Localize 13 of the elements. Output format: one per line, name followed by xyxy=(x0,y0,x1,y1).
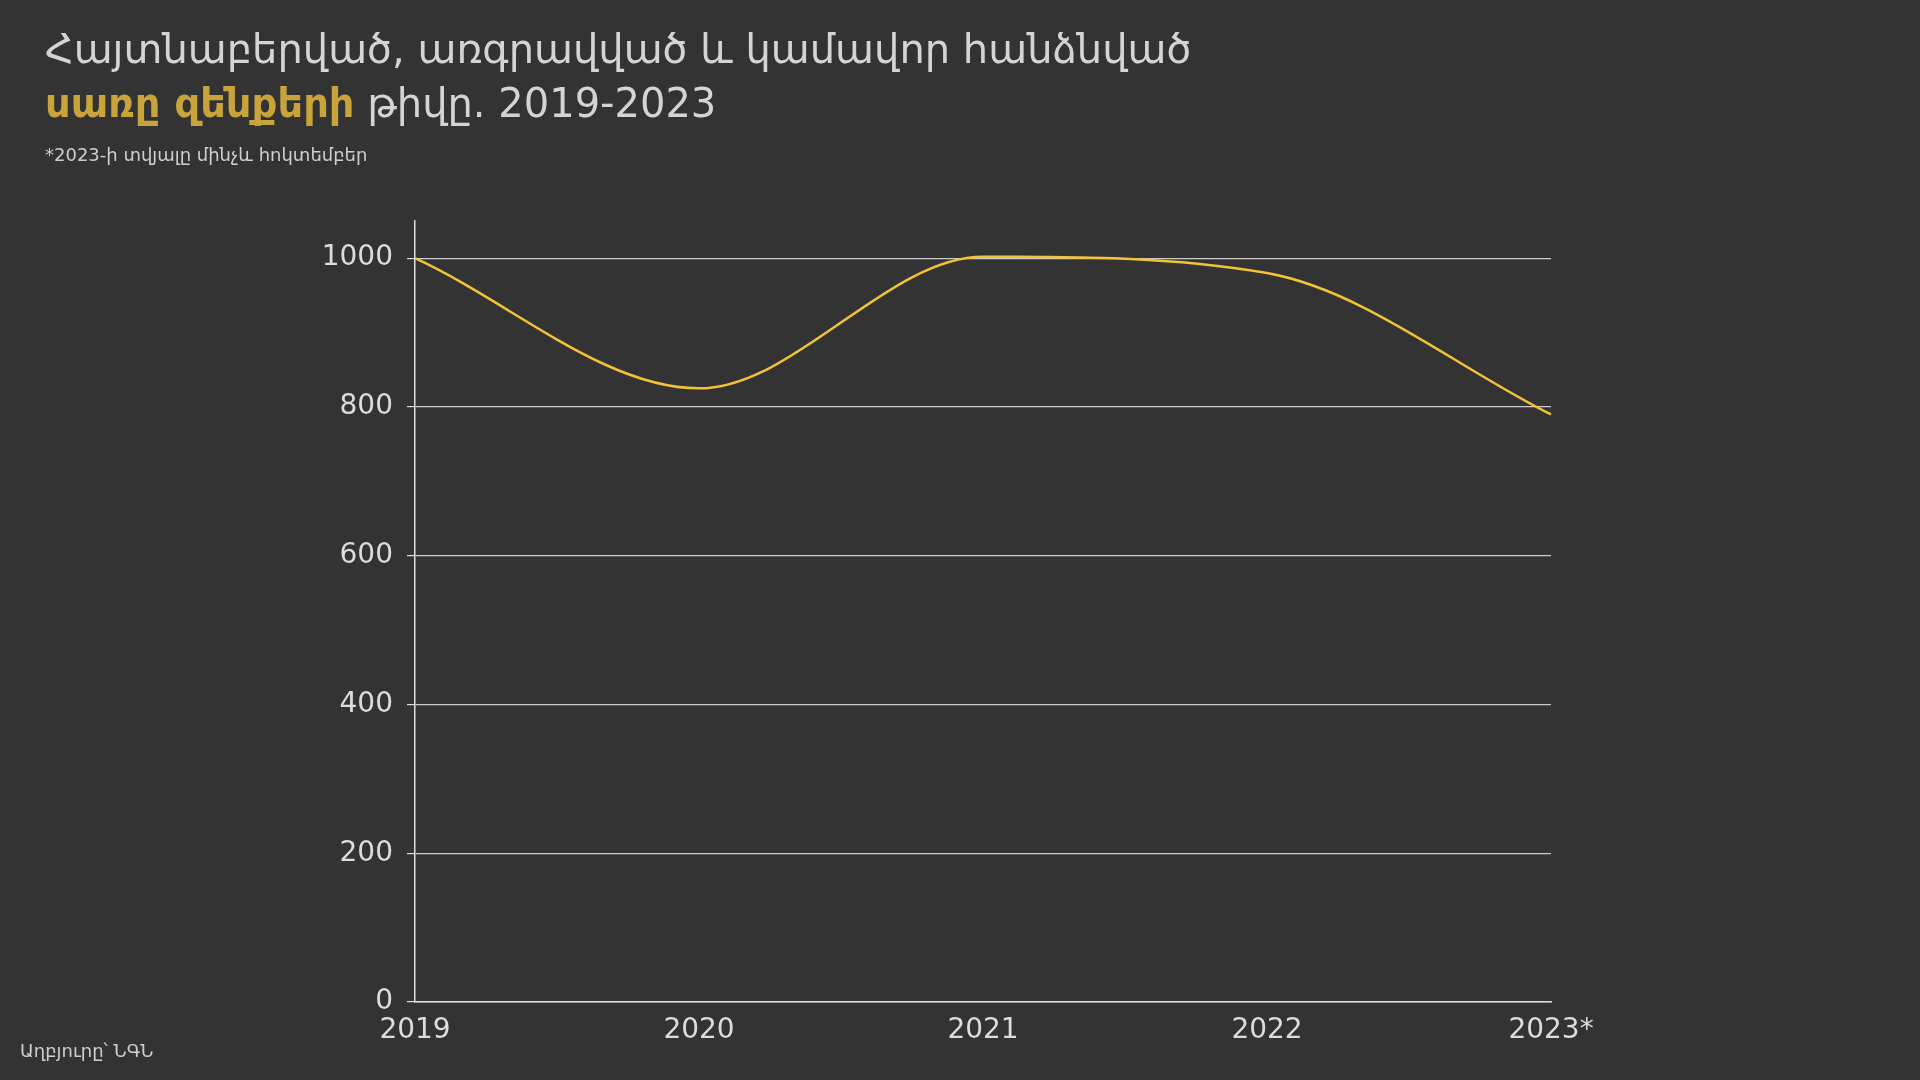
y-tick-label: 200 xyxy=(339,834,393,868)
y-tick-label: 800 xyxy=(339,388,393,422)
x-tick-label: 2022 xyxy=(1231,1012,1303,1046)
text: *2023-ի տվյալը մինչև հոկտեմբեր xyxy=(45,144,368,165)
line-series xyxy=(413,255,1553,416)
chart-title: Հայտնաբերված, առգրավված և կամավոր հանձնված սառը զենքերի թիվը. 2019-2023 xyxy=(45,25,1192,128)
y-tick-label: 400 xyxy=(339,685,393,719)
x-tick-label: 2020 xyxy=(663,1012,735,1046)
x-tick-label: 2021 xyxy=(947,1012,1019,1046)
text: Աղբյուրը՝ ՆԳՆ xyxy=(20,1040,154,1061)
y-tick-label: 1000 xyxy=(321,239,393,273)
x-tick-label: 2023* xyxy=(1508,1012,1594,1046)
y-tick-label: 600 xyxy=(339,537,393,570)
